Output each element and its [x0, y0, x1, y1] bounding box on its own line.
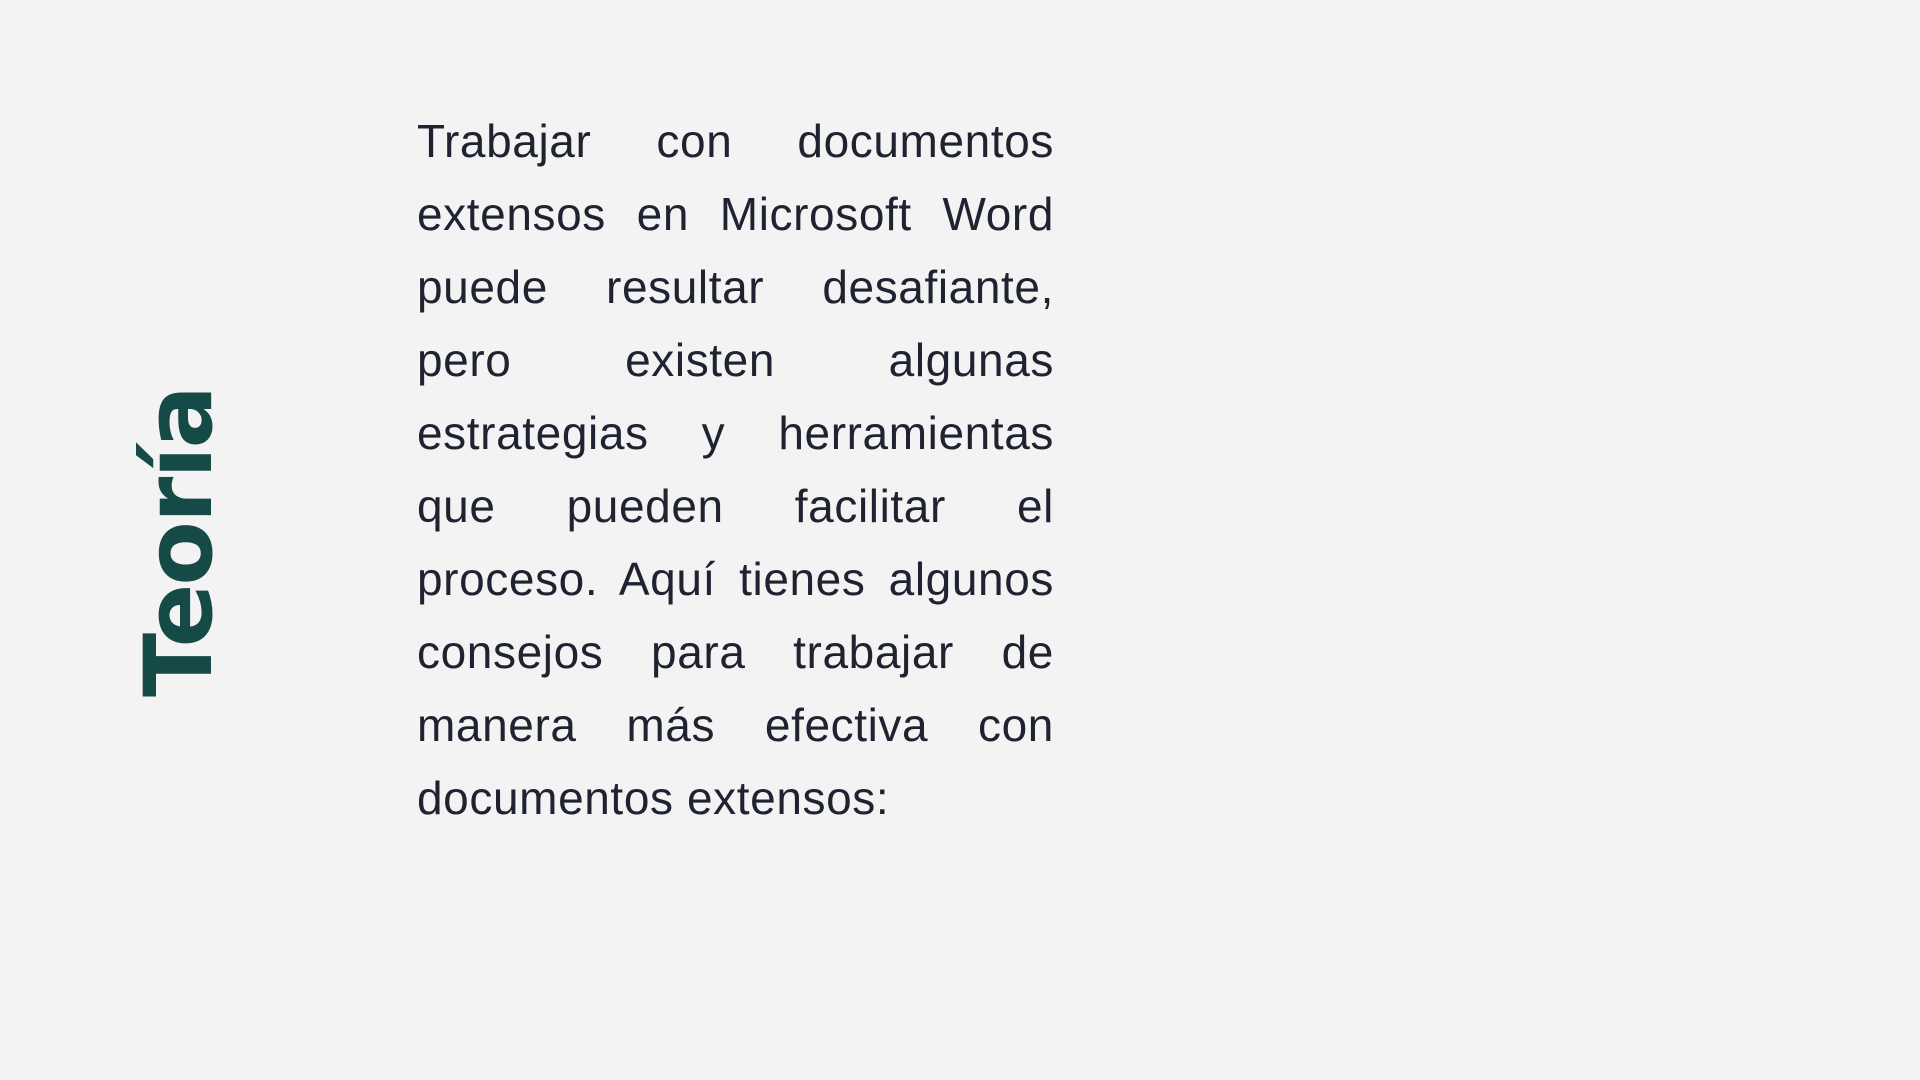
- body-paragraph: Trabajar con documentos extensos en Micr…: [417, 115, 1054, 824]
- section-title: Teoría: [125, 387, 234, 697]
- section-title-text: Teoría: [125, 387, 235, 697]
